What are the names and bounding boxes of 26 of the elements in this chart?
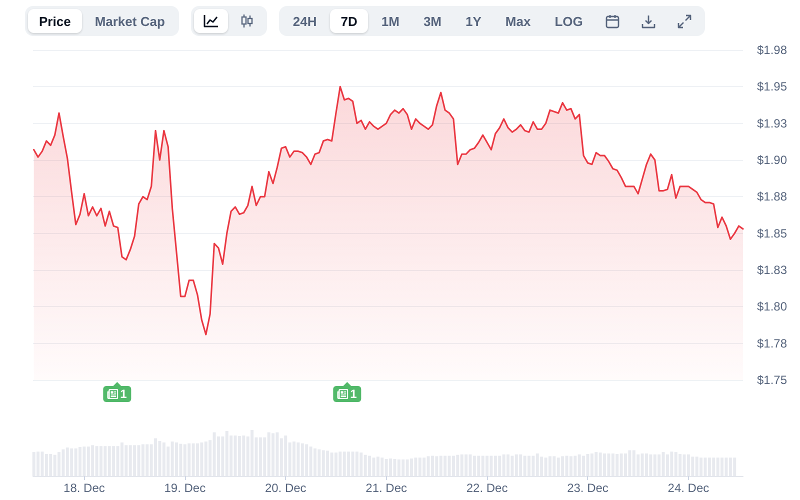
y-tick-label: $1.75 <box>757 373 788 387</box>
y-tick-label: $1.95 <box>757 80 788 94</box>
text: 7D <box>330 9 368 33</box>
y-tick-label: $1.85 <box>757 226 788 240</box>
y-tick-label: $1.88 <box>757 190 788 204</box>
x-tick-label: 24. Dec <box>668 481 710 495</box>
text: LOG <box>544 9 594 33</box>
x-tick-label: 21. Dec <box>366 481 407 495</box>
text: Price <box>28 9 82 33</box>
text: 1Y <box>454 9 492 33</box>
x-tick-label: 19. Dec <box>164 481 206 495</box>
x-tick-label: 18. Dec <box>64 481 105 495</box>
text: Market Cap <box>84 9 176 33</box>
y-tick-label: $1.90 <box>757 153 788 167</box>
text: 3M <box>412 9 452 33</box>
y-tick-label: $1.78 <box>757 336 788 350</box>
y-tick-label: $1.80 <box>757 300 788 314</box>
y-tick-label: $1.83 <box>757 263 788 277</box>
y-tick-label: $1.93 <box>757 116 788 130</box>
text: 1M <box>370 9 410 33</box>
x-tick-label: 20. Dec <box>264 481 306 495</box>
text: 24H <box>282 9 328 33</box>
x-tick-label: 22. Dec <box>466 481 508 495</box>
x-tick-label: 23. Dec <box>567 481 608 495</box>
y-tick-label: $1.98 <box>757 43 788 57</box>
text: Max <box>494 9 542 33</box>
